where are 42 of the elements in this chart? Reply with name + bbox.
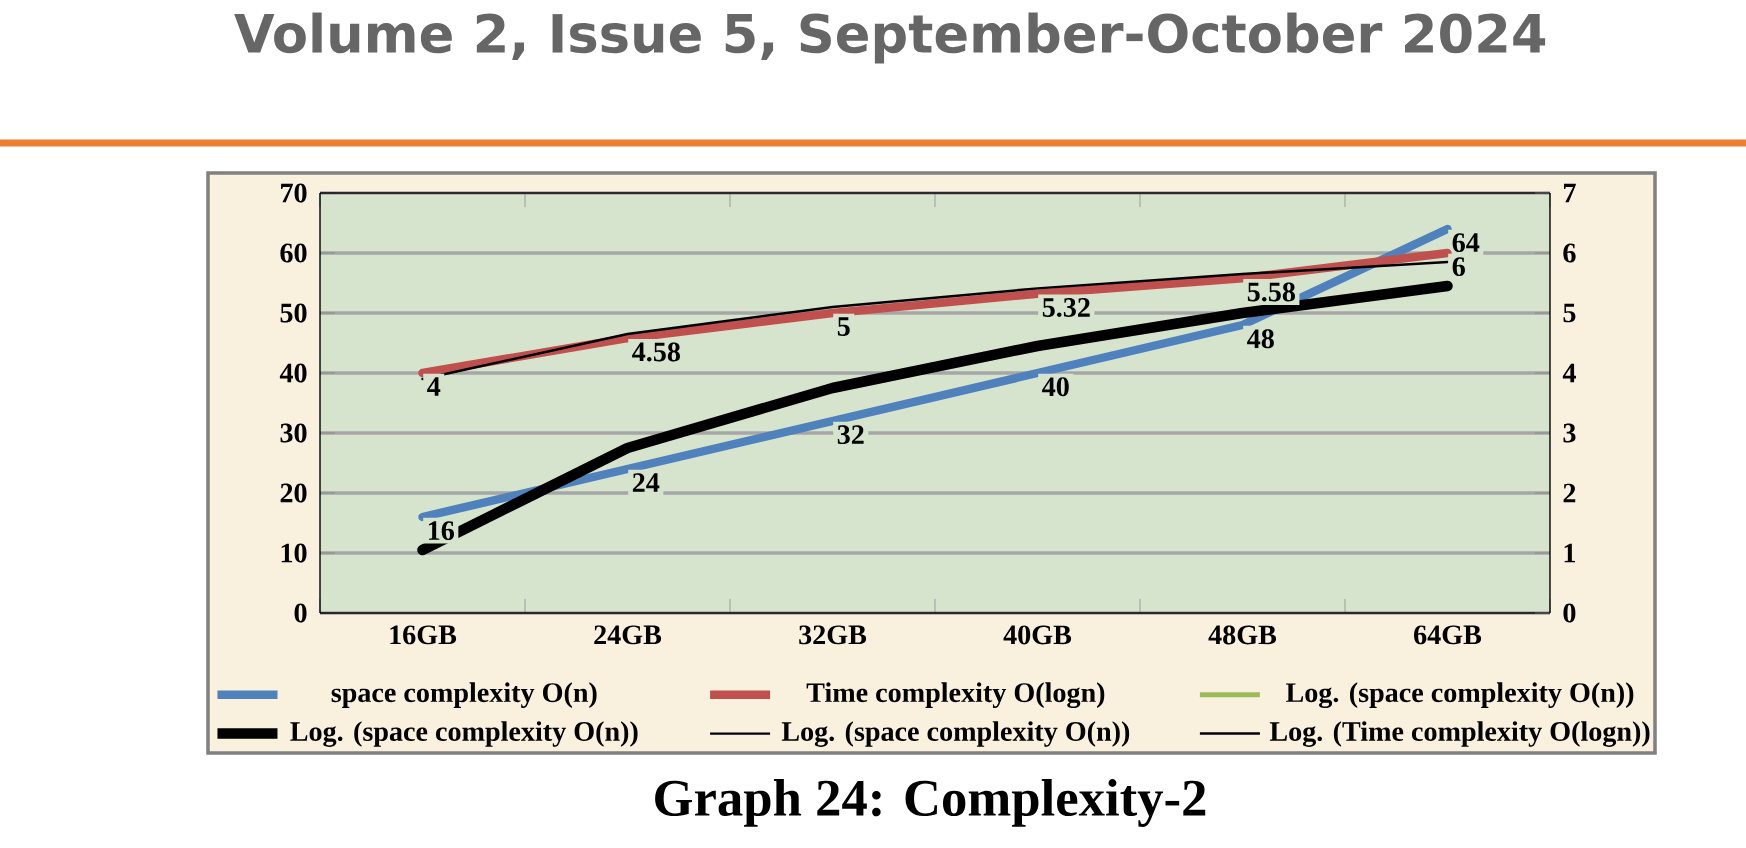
y-tick-label: 10 [281, 543, 307, 563]
data-label: 5 [837, 317, 850, 336]
text: Volume 2, Issue 5, September-October 2024 [234, 12, 1546, 64]
data-label: 48 [1247, 329, 1274, 349]
data-label: 4 [427, 377, 441, 396]
y2-tick-label: 5 [1563, 303, 1576, 323]
legend-label: Log. (space complexity O(n)) [781, 721, 1130, 747]
y-tick-label: 70 [281, 183, 307, 203]
y2-tick-label: 4 [1562, 363, 1576, 383]
y-tick-label: 40 [279, 363, 307, 383]
y2-tick-label: 7 [1564, 183, 1576, 203]
y-tick-label: 20 [280, 483, 307, 503]
legend-label: Log. (space complexity O(n)) [290, 721, 638, 747]
legend-label: space complexity O(n) [331, 682, 597, 708]
data-label: 5.32 [1042, 298, 1090, 318]
y2-tick-label: 0 [1563, 603, 1576, 623]
y2-tick-label: 3 [1563, 423, 1576, 443]
y-tick-label: 30 [280, 423, 307, 443]
data-label: 24 [632, 473, 660, 492]
data-label: 64 [1452, 233, 1480, 253]
data-label: 16 [428, 521, 455, 541]
x-tick-label: 16GB [390, 625, 457, 645]
x-tick-label: 48GB [1208, 625, 1277, 645]
x-tick-label: 32GB [799, 625, 867, 645]
y2-tick-label: 2 [1563, 483, 1576, 503]
data-label: 4.58 [632, 342, 680, 362]
data-label: 5.58 [1247, 282, 1295, 302]
x-tick-label: 24GB [594, 625, 662, 645]
data-label: 6 [1452, 257, 1465, 277]
x-tick-label: 40GB [1003, 625, 1072, 645]
legend-label: Time complexity O(logn) [806, 682, 1105, 709]
caption: Graph 24: Complexity-2 [655, 779, 1206, 827]
data-label: 40 [1042, 377, 1069, 397]
data-label: 32 [837, 425, 864, 445]
y2-tick-label: 1 [1564, 543, 1576, 563]
x-tick-label: 64GB [1414, 625, 1482, 645]
legend-label: Log. (space complexity O(n)) [1286, 682, 1634, 709]
y-tick-label: 60 [280, 243, 307, 263]
y-tick-label: 0 [294, 603, 307, 623]
legend-label: Log. (Time complexity O(logn)) [1269, 721, 1650, 747]
y2-tick-label: 6 [1563, 243, 1576, 263]
y-tick-label: 50 [280, 303, 307, 323]
